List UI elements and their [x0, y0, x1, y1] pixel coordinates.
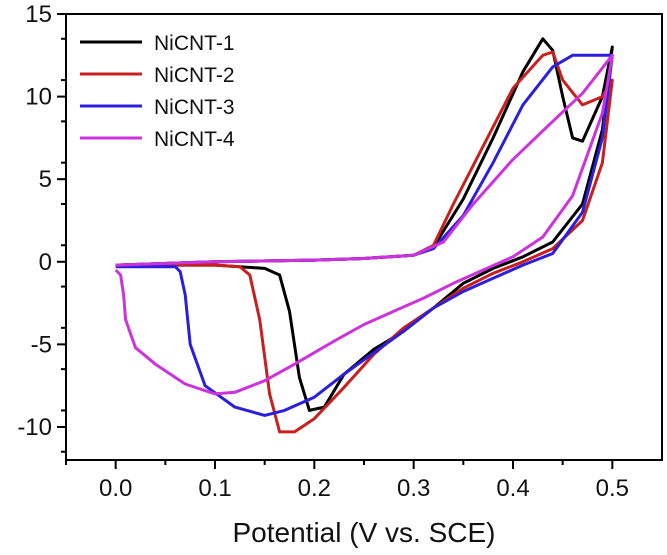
series-curves: [114, 37, 614, 434]
legend-label-4: NiCNT-4: [154, 128, 235, 151]
series-line-4: [114, 53, 614, 396]
x-tick-label: 0.4: [496, 475, 529, 502]
y-tick-labels: -10 -5 0 5 10 15: [17, 1, 52, 441]
y-tick-label: -5: [31, 331, 52, 358]
x-axis-title: Potential (V vs. SCE): [233, 517, 496, 548]
series-line-1: [115, 37, 614, 412]
y-tick-label: 0: [39, 249, 52, 276]
x-tick-labels: 0.0 0.1 0.2 0.3 0.4 0.5: [99, 475, 629, 502]
x-tick-label: 0.3: [397, 475, 430, 502]
legend-label-1: NiCNT-1: [154, 32, 235, 55]
series-line-2: [115, 50, 614, 434]
y-tick-label: 15: [25, 1, 52, 28]
legend: NiCNT-1 NiCNT-2 NiCNT-3 NiCNT-4: [80, 32, 235, 151]
x-tick-label: 0.0: [99, 475, 132, 502]
x-tick-label: 0.1: [198, 475, 231, 502]
axis-ticks: [57, 13, 614, 469]
series-line-3: [115, 53, 614, 417]
x-tick-label: 0.5: [596, 475, 629, 502]
legend-label-3: NiCNT-3: [154, 96, 235, 119]
legend-label-2: NiCNT-2: [154, 64, 235, 87]
y-tick-label: 5: [39, 166, 52, 193]
y-tick-label: -10: [17, 414, 52, 441]
x-tick-label: 0.2: [298, 475, 331, 502]
y-tick-label: 10: [25, 84, 52, 111]
